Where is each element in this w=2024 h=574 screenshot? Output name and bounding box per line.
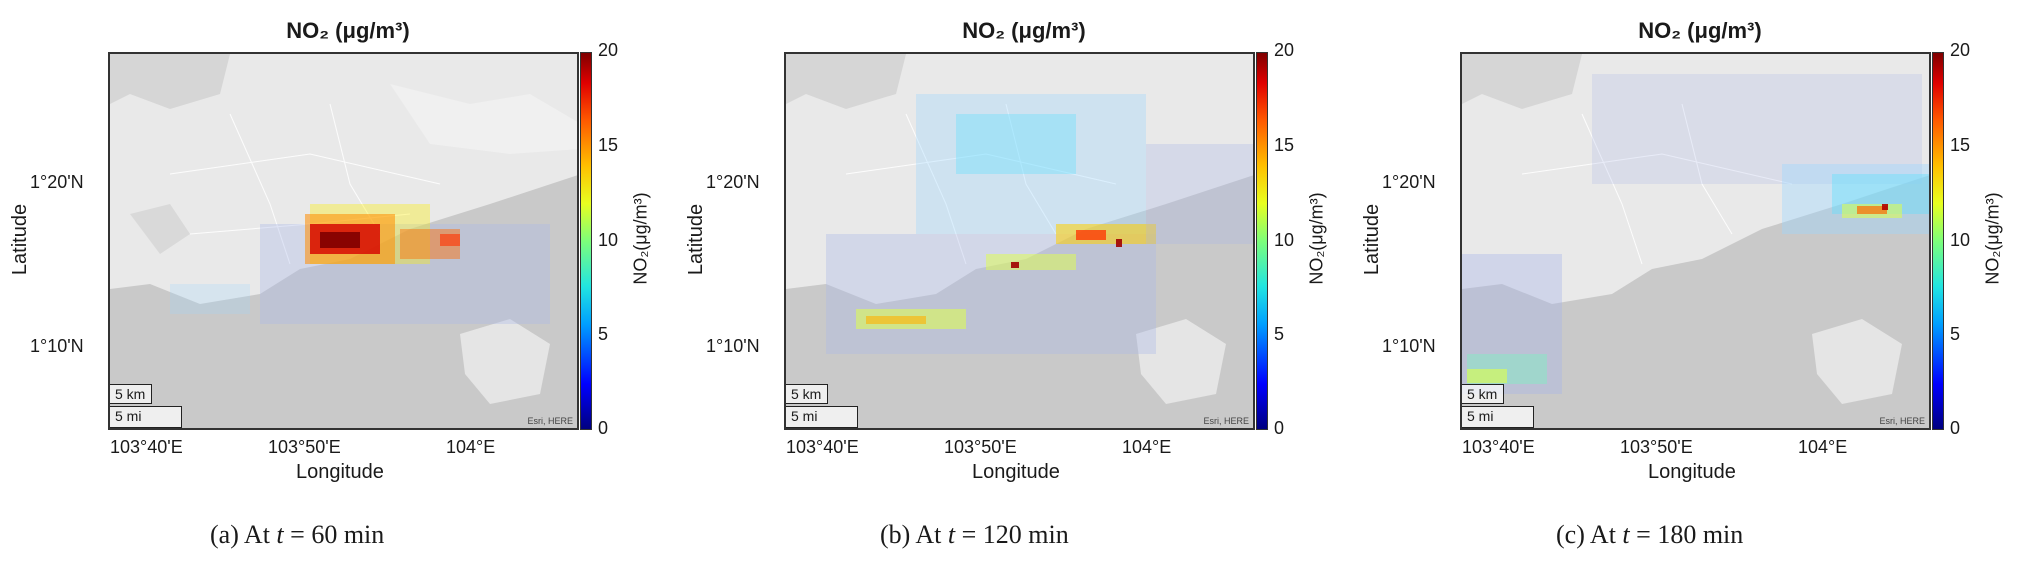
y-axis-label: Latitude [9,203,32,276]
map-title: NO₂ (μg/m³) [286,18,410,43]
map-title: NO₂ (μg/m³) [1638,18,1762,43]
x-axis-label: Longitude [972,461,1060,483]
panel-b: NO₂ (μg/m³) [676,0,1336,574]
map-attribution: Esri, HERE [1879,416,1925,426]
colorbar-tick: 15 [1950,135,1971,155]
map-attribution: Esri, HERE [527,416,573,426]
x-axis-label: Longitude [296,461,384,483]
scale-bar-mi: 5 mi [1462,406,1534,428]
colorbar-tick: 0 [1950,418,1961,438]
colorbar [1256,52,1268,430]
colorbar-tick: 10 [1274,230,1295,250]
scale-bar-mi: 5 mi [786,406,858,428]
x-tick-label: 103°50'E [944,437,1017,457]
scale-bar-km: 5 km [786,384,828,404]
colorbar [1932,52,1944,430]
y-tick-label: 1°10'N [30,336,84,356]
x-tick-label: 103°40'E [1462,437,1535,457]
colorbar-tick: 5 [1274,324,1285,344]
scale-bar-km: 5 km [1462,384,1504,404]
colorbar-tick: 0 [1274,418,1285,438]
scale-bar-mi: 5 mi [110,406,182,428]
panel-a: NO₂ (μg/m³) [0,0,660,574]
x-tick-label: 103°40'E [110,437,183,457]
colorbar-label: NO₂(μg/m³) [1306,192,1327,285]
map-area: 5 km 5 mi Esri, HERE [108,52,579,430]
colorbar-label: NO₂(μg/m³) [630,192,651,285]
x-tick-label: 103°40'E [786,437,859,457]
x-tick-label: 103°50'E [268,437,341,457]
y-tick-label: 1°20'N [706,172,760,192]
scale-bar-km: 5 km [110,384,152,404]
colorbar-tick: 5 [598,324,609,344]
x-tick-label: 104°E [1122,437,1172,457]
colorbar-tick: 10 [598,230,619,250]
x-tick-label: 103°50'E [1620,437,1693,457]
panel-caption: (b) At t = 120 min [880,520,1069,549]
y-tick-label: 1°20'N [1382,172,1436,192]
x-axis-label: Longitude [1648,461,1736,483]
x-tick-label: 104°E [446,437,496,457]
colorbar-tick: 0 [598,418,609,438]
x-tick-label: 104°E [1798,437,1848,457]
panel-caption: (c) At t = 180 min [1556,520,1744,549]
basemap [1462,54,1929,428]
colorbar-tick: 20 [1274,40,1295,60]
y-tick-label: 1°10'N [706,336,760,356]
colorbar-tick: 20 [1950,40,1971,60]
colorbar-tick: 15 [598,135,619,155]
colorbar-tick: 10 [1950,230,1971,250]
panel-caption: (a) At t = 60 min [210,520,385,549]
panel-c: NO₂ (μg/m³) 5 km [1352,0,2012,574]
y-tick-label: 1°20'N [30,172,84,192]
y-axis-label: Latitude [685,203,708,276]
basemap [110,54,577,428]
map-title: NO₂ (μg/m³) [962,18,1086,43]
colorbar-tick: 20 [598,40,619,60]
colorbar-tick: 15 [1274,135,1295,155]
colorbar [580,52,592,430]
colorbar-tick: 5 [1950,324,1961,344]
map-area: 5 km 5 mi Esri, HERE [784,52,1255,430]
y-axis-label: Latitude [1361,203,1384,276]
colorbar-label: NO₂(μg/m³) [1982,192,2003,285]
map-attribution: Esri, HERE [1203,416,1249,426]
y-tick-label: 1°10'N [1382,336,1436,356]
basemap [786,54,1253,428]
map-area: 5 km 5 mi Esri, HERE [1460,52,1931,430]
